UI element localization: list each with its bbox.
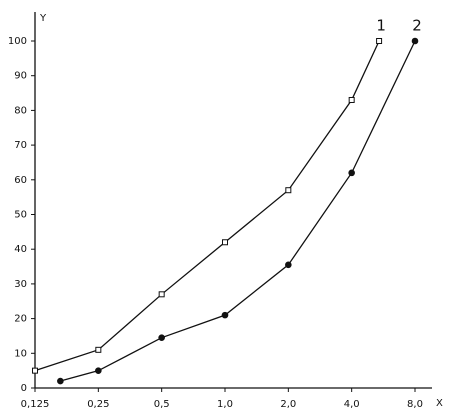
series-name: 1	[376, 17, 386, 35]
y-tick-label: 70	[14, 140, 27, 151]
marker	[376, 38, 383, 44]
marker	[158, 291, 165, 298]
y-axis-label: Y	[39, 13, 47, 24]
y-tick-label: 0	[21, 383, 27, 394]
y-tick-label: 50	[14, 210, 27, 221]
marker	[32, 367, 38, 374]
x-tick-label: 1,0	[217, 399, 233, 410]
marker	[285, 187, 292, 194]
x-tick-label: 4,0	[344, 399, 360, 410]
y-tick-label: 60	[14, 175, 27, 186]
marker	[348, 96, 355, 103]
marker	[57, 377, 64, 385]
y-tick-label: 40	[14, 244, 27, 255]
marker	[221, 311, 229, 319]
series-name: 2	[412, 17, 422, 35]
marker	[222, 239, 228, 246]
y-tick-label: 90	[14, 71, 27, 82]
x-tick-label: 8,0	[407, 399, 423, 410]
y-tick-label: 80	[14, 105, 27, 116]
series-line	[60, 40, 416, 382]
marker	[95, 367, 102, 374]
y-tick-label: 10	[14, 348, 27, 359]
x-tick-label: 0,25	[87, 399, 109, 410]
marker	[348, 169, 355, 177]
y-tick-label: 20	[14, 314, 27, 325]
y-tick-label: 100	[8, 36, 27, 47]
marker	[411, 37, 419, 45]
y-tick-label: 30	[14, 279, 27, 290]
marker	[285, 261, 292, 269]
x-tick-label: 2,0	[280, 399, 296, 410]
x-axis-label: X	[436, 398, 443, 409]
x-tick-label: 0,5	[154, 399, 170, 410]
marker	[95, 346, 102, 353]
x-tick-label: 0,125	[21, 399, 50, 410]
marker	[158, 334, 165, 341]
